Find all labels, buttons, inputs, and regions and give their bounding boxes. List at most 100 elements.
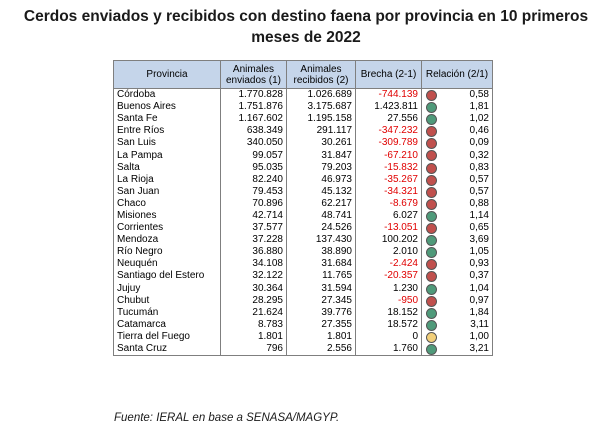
relacion-value: 0,32 (469, 149, 489, 161)
cell-provincia: La Pampa (113, 149, 221, 162)
cell-provincia: Santiago del Estero (113, 270, 221, 283)
table-row: Tucumán 21.624 39.776 18.152 1,84 (113, 306, 493, 319)
cell-enviados: 1.751.876 (220, 101, 287, 114)
cell-provincia: Tierra del Fuego (113, 330, 221, 343)
status-circle-icon (426, 210, 437, 222)
table-header-row: Provincia Animales enviados (1) Animales… (113, 60, 493, 89)
cell-brecha: 1.423.811 (355, 101, 422, 114)
table-body: Córdoba 1.770.828 1.026.689 -744.139 0,58 Bue… (113, 88, 493, 357)
cell-recibidos: 30.261 (286, 137, 356, 150)
header-recibidos-line2: recibidos (2) (293, 74, 349, 86)
cell-enviados: 95.035 (220, 161, 287, 174)
relacion-value: 3,11 (470, 318, 489, 330)
relacion-value: 1,05 (469, 246, 489, 258)
cell-recibidos: 24.526 (286, 222, 356, 235)
header-provincia: Provincia (113, 60, 221, 89)
provinces-table: Provincia Animales enviados (1) Animales… (113, 60, 493, 357)
cell-enviados: 796 (220, 342, 287, 357)
cell-relacion: 1,81 (421, 101, 493, 114)
cell-relacion: 3,69 (421, 234, 493, 247)
cell-brecha: -35.267 (355, 173, 422, 186)
cell-recibidos: 31.594 (286, 282, 356, 295)
relacion-value: 0,83 (469, 161, 489, 173)
cell-relacion: 3,21 (421, 342, 493, 357)
table-row: Santiago del Estero 32.122 11.765 -20.357 0,… (113, 270, 493, 283)
cell-relacion: 0,57 (421, 185, 493, 198)
relacion-value: 0,37 (469, 270, 489, 282)
header-recibidos-line1: Animales (300, 63, 342, 75)
relacion-value: 3,21 (469, 343, 489, 355)
cell-enviados: 638.349 (220, 125, 287, 138)
cell-relacion: 0,57 (421, 173, 493, 186)
cell-brecha: 1.760 (355, 342, 422, 357)
cell-enviados: 42.714 (220, 209, 287, 223)
cell-provincia: La Rioja (113, 173, 221, 186)
cell-provincia: Chaco (113, 197, 221, 210)
status-circle-icon (426, 331, 437, 343)
cell-recibidos: 38.890 (286, 246, 356, 259)
status-circle-icon (426, 114, 437, 126)
cell-provincia: San Juan (113, 185, 221, 198)
header-brecha: Brecha (2-1) (355, 60, 422, 89)
cell-enviados: 70.896 (220, 197, 287, 210)
cell-provincia: Salta (113, 161, 221, 174)
cell-relacion: 1,02 (421, 113, 493, 126)
cell-recibidos: 46.973 (286, 173, 356, 186)
relacion-value: 0,46 (469, 125, 489, 137)
status-circle-icon (426, 259, 437, 271)
table-row: Salta 95.035 79.203 -15.832 0,83 (113, 161, 493, 174)
cell-provincia: Chubut (113, 294, 221, 307)
relacion-value: 0,88 (469, 197, 489, 209)
table-row: Misiones 42.714 48.741 6.027 1,14 (113, 209, 493, 223)
relacion-value: 0,65 (469, 222, 489, 234)
cell-relacion: 3,11 (421, 318, 493, 331)
status-circle-icon (426, 150, 437, 162)
cell-provincia: Neuquén (113, 258, 221, 271)
relacion-value: 1,04 (469, 282, 489, 294)
cell-provincia: Río Negro (113, 246, 221, 259)
relacion-value: 1,81 (469, 101, 489, 113)
table-row: Mendoza 37.228 137.430 100.202 3,69 (113, 234, 493, 247)
cell-relacion: 0,88 (421, 197, 493, 210)
table-row: Chaco 70.896 62.217 -8.679 0,88 (113, 197, 493, 210)
relacion-value: 0,58 (469, 89, 489, 101)
status-circle-icon (426, 174, 437, 186)
table-row: Río Negro 36.880 38.890 2.010 1,05 (113, 246, 493, 259)
status-circle-icon (426, 102, 437, 114)
relacion-value: 1,02 (469, 113, 489, 125)
status-circle-icon (426, 223, 437, 235)
status-circle-icon (426, 138, 437, 150)
relacion-value: 0,57 (469, 173, 489, 185)
cell-enviados: 21.624 (220, 306, 287, 319)
cell-provincia: Córdoba (113, 88, 221, 102)
cell-enviados: 37.228 (220, 234, 287, 247)
cell-relacion: 1,00 (421, 330, 493, 343)
relacion-value: 1,00 (469, 330, 489, 342)
cell-brecha: -744.139 (355, 88, 422, 102)
relacion-value: 0,09 (469, 137, 489, 149)
cell-relacion: 0,46 (421, 125, 493, 138)
cell-recibidos: 45.132 (286, 185, 356, 198)
cell-provincia: Entre Ríos (113, 125, 221, 138)
status-circle-icon (426, 90, 437, 101)
cell-brecha: -20.357 (355, 270, 422, 283)
cell-brecha: -950 (355, 294, 422, 307)
cell-brecha: 2.010 (355, 246, 422, 259)
cell-relacion: 0,97 (421, 294, 493, 307)
cell-brecha: -15.832 (355, 161, 422, 174)
table-row: Santa Fe 1.167.602 1.195.158 27.556 1,02 (113, 113, 493, 126)
cell-recibidos: 79.203 (286, 161, 356, 174)
cell-enviados: 99.057 (220, 149, 287, 162)
cell-enviados: 34.108 (220, 258, 287, 271)
cell-provincia: Santa Cruz (113, 342, 221, 357)
status-circle-icon (426, 295, 437, 307)
cell-recibidos: 31.684 (286, 258, 356, 271)
header-relacion: Relación (2/1) (421, 60, 493, 89)
cell-brecha: 1.230 (355, 282, 422, 295)
cell-relacion: 0,37 (421, 270, 493, 283)
cell-brecha: -347.232 (355, 125, 422, 138)
cell-recibidos: 291.117 (286, 125, 356, 138)
cell-brecha: 0 (355, 330, 422, 343)
cell-enviados: 1.770.828 (220, 88, 287, 102)
relacion-value: 3,69 (469, 234, 489, 246)
